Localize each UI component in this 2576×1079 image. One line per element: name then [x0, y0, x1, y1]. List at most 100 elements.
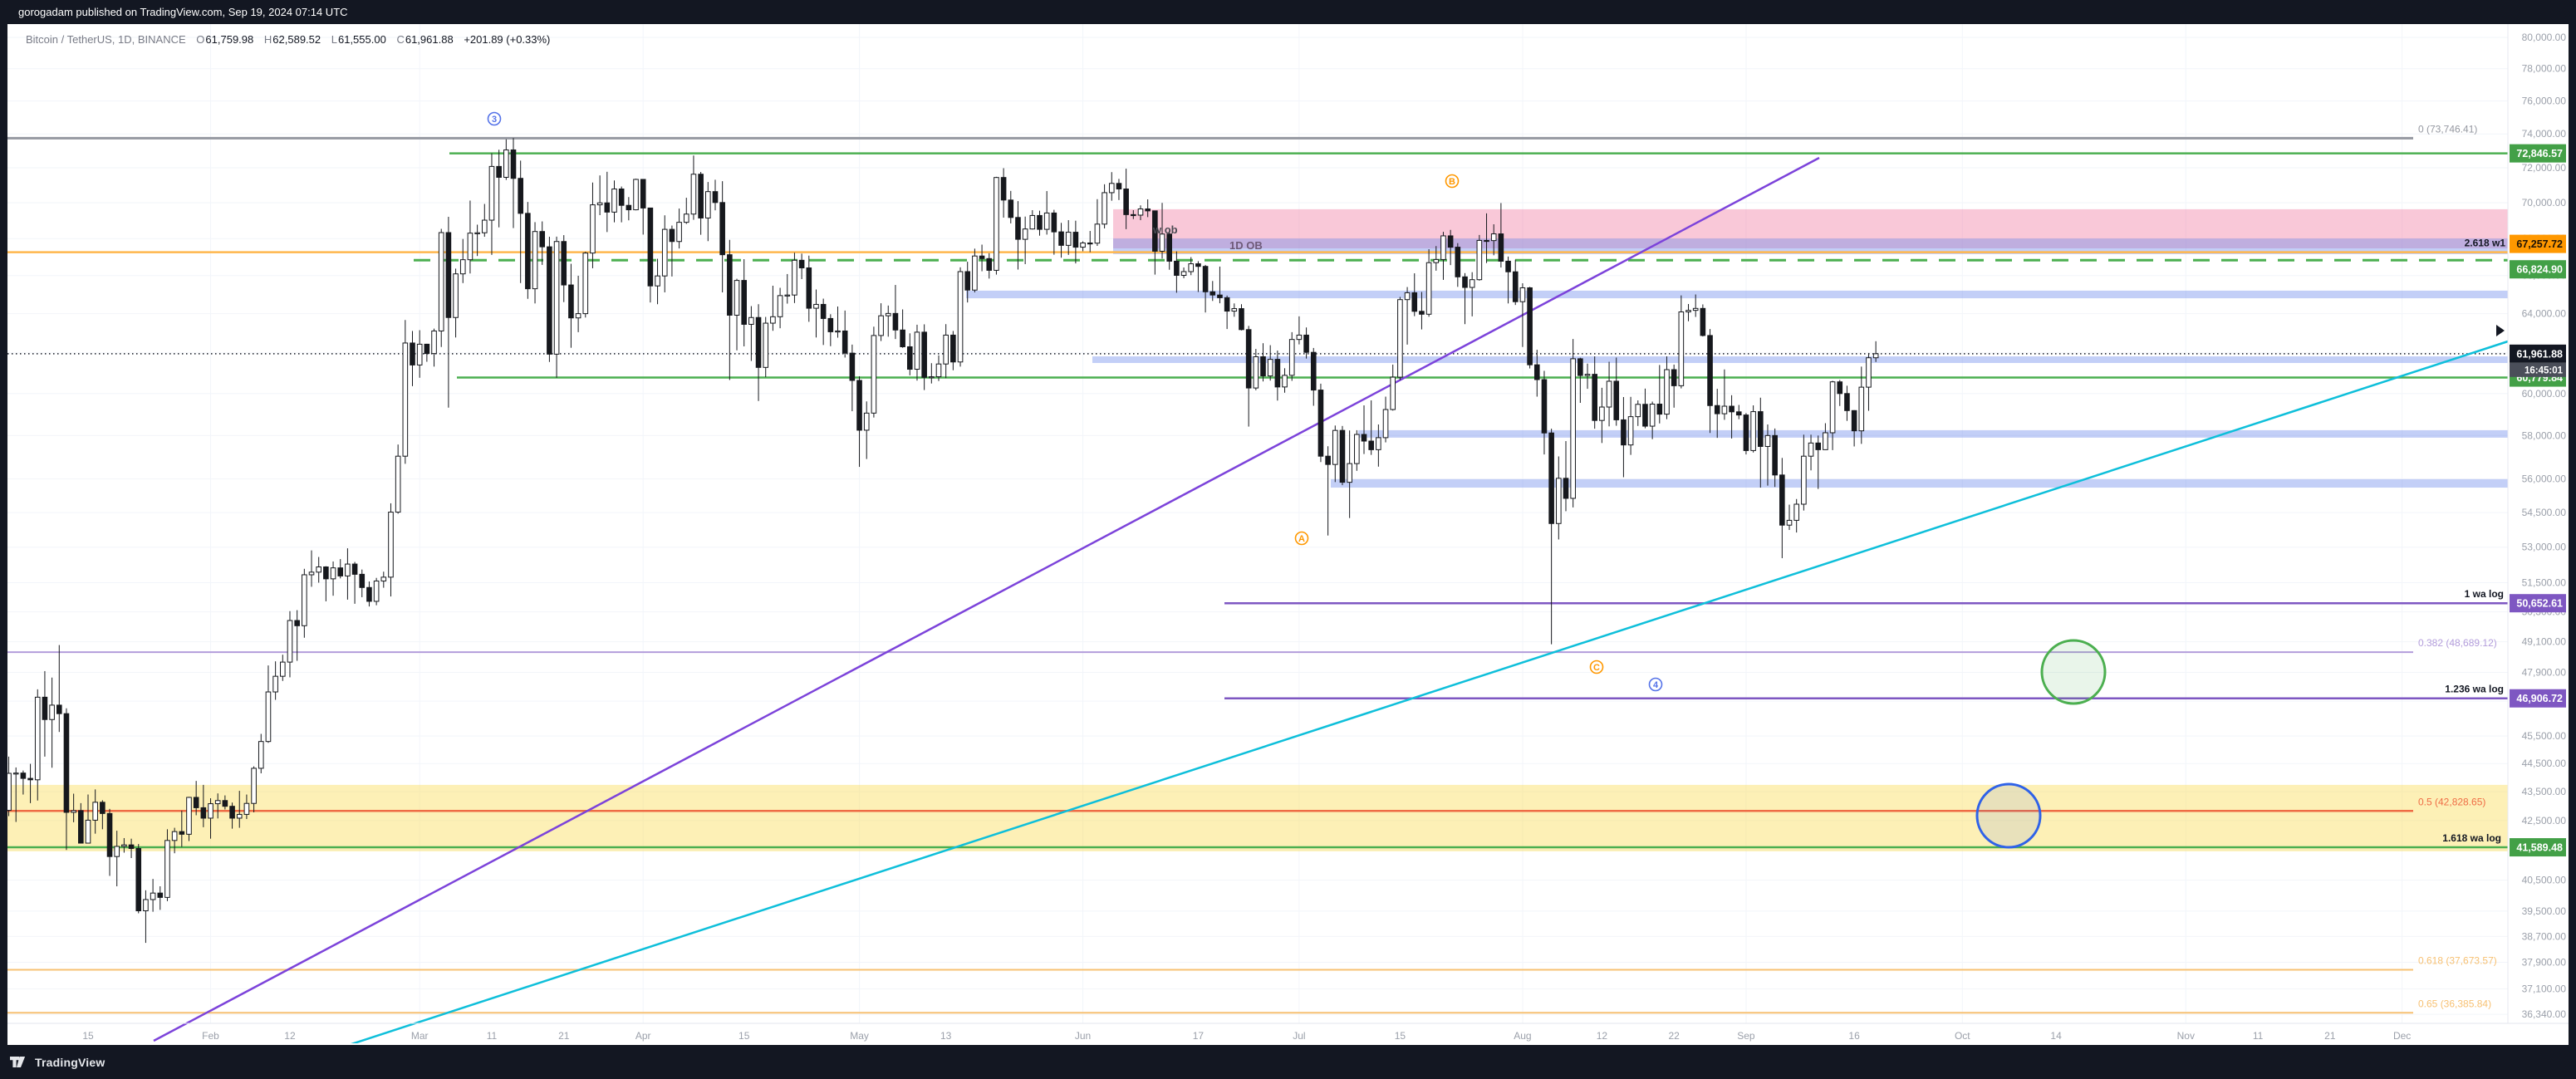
purple-bull-trendline[interactable] — [153, 156, 1820, 1042]
w1-2618-blue-zone — [1113, 238, 2508, 254]
yellow-accumulation-zone — [7, 784, 2508, 851]
svg-text:Apr: Apr — [635, 1030, 651, 1042]
svg-text:78,000.00: 78,000.00 — [2522, 63, 2567, 75]
close-value: 61,961.88 — [405, 33, 454, 46]
level-band-62k — [1092, 356, 2508, 363]
price-axis[interactable]: 80,000.00 78,000.00 76,000.00 74,000.00 72,0… — [2510, 32, 2566, 1020]
svg-text:58,000.00: 58,000.00 — [2522, 429, 2567, 441]
svg-text:41,589.48: 41,589.48 — [2516, 842, 2563, 854]
svg-text:51,500.00: 51,500.00 — [2522, 576, 2567, 588]
svg-text:Feb: Feb — [202, 1030, 219, 1042]
svg-text:46,906.72: 46,906.72 — [2516, 693, 2563, 704]
publish-text: gorogadam published on TradingView.com, … — [18, 6, 348, 18]
svg-text:C: C — [1593, 663, 1600, 673]
axis-price-label: 67,257.72 — [2510, 234, 2566, 253]
low-value: 61,555.00 — [337, 33, 386, 46]
symbol-title: Bitcoin / TetherUS, 1D, BINANCE — [26, 33, 186, 46]
axis-price-label: 72,846.57 — [2510, 144, 2566, 163]
green-target-circle[interactable] — [2040, 639, 2107, 705]
svg-text:45,500.00: 45,500.00 — [2522, 730, 2567, 742]
annotation-text: 1D OB — [1229, 239, 1263, 252]
open-key: O — [196, 33, 205, 46]
svg-text:16: 16 — [1848, 1030, 1860, 1042]
axis-price-label: 46,906.72 — [2510, 689, 2566, 708]
svg-text:12: 12 — [284, 1030, 296, 1042]
price-scale-arrow-icon — [2496, 325, 2505, 336]
svg-text:14: 14 — [2050, 1030, 2062, 1042]
level-band-65k — [966, 290, 2508, 299]
svg-text:1.618 wa log: 1.618 wa log — [2442, 832, 2501, 844]
annotation-text: w ob — [1152, 223, 1178, 236]
svg-text:50,652.61: 50,652.61 — [2516, 598, 2563, 610]
level-lines — [7, 136, 2508, 1014]
svg-text:70,000.00: 70,000.00 — [2522, 197, 2567, 208]
svg-text:11: 11 — [487, 1030, 498, 1042]
last-price-label: 61,961.88 16:45:01 — [2510, 344, 2566, 377]
cyan-support-trendline[interactable] — [349, 340, 2508, 1045]
svg-text:67,257.72: 67,257.72 — [2516, 238, 2563, 250]
candles — [7, 138, 1879, 944]
svg-text:11: 11 — [2253, 1030, 2264, 1042]
svg-text:37,900.00: 37,900.00 — [2522, 957, 2567, 969]
svg-text:42,500.00: 42,500.00 — [2522, 815, 2567, 826]
plot-area[interactable]: 3 B A C 4 w ob 1D OB 0 (73,746.41) 2.618 w1 1 wa … — [0, 111, 2508, 1046]
svg-text:15: 15 — [1395, 1030, 1406, 1042]
level-band-56k — [1331, 478, 2508, 488]
wave-marker-A[interactable]: A — [1294, 531, 1309, 546]
svg-text:4: 4 — [1653, 680, 1659, 690]
axis-price-label: 66,824.90 — [2510, 260, 2566, 279]
svg-text:May: May — [850, 1030, 869, 1042]
svg-text:38,700.00: 38,700.00 — [2522, 930, 2567, 942]
svg-text:12: 12 — [1597, 1030, 1608, 1042]
svg-text:17: 17 — [1193, 1030, 1205, 1042]
svg-text:21: 21 — [2324, 1030, 2336, 1042]
svg-text:56,000.00: 56,000.00 — [2522, 473, 2567, 485]
svg-text:0.5 (42,828.65): 0.5 (42,828.65) — [2418, 796, 2485, 807]
low-key: L — [331, 33, 337, 46]
svg-text:16:45:01: 16:45:01 — [2524, 365, 2564, 375]
svg-text:39,500.00: 39,500.00 — [2522, 905, 2567, 917]
svg-text:49,100.00: 49,100.00 — [2522, 636, 2567, 648]
blue-target-circle[interactable] — [1975, 782, 2042, 849]
svg-text:76,000.00: 76,000.00 — [2522, 95, 2567, 106]
footer-bar: TradingView — [0, 1045, 2576, 1079]
svg-text:72,846.57: 72,846.57 — [2516, 148, 2563, 159]
svg-text:61,961.88: 61,961.88 — [2516, 348, 2563, 360]
svg-text:43,500.00: 43,500.00 — [2522, 786, 2567, 797]
high-key: H — [263, 33, 272, 46]
svg-text:15: 15 — [738, 1030, 750, 1042]
svg-text:2.618 w1: 2.618 w1 — [2465, 238, 2506, 249]
svg-text:3: 3 — [492, 115, 497, 125]
symbol-legend: Bitcoin / TetherUS, 1D, BINANCE O61,759.… — [26, 33, 550, 46]
change-value: +201.89 (+0.33%) — [464, 33, 551, 46]
wave-marker-3[interactable]: 3 — [487, 111, 502, 126]
wave-marker-B[interactable]: B — [1445, 174, 1460, 189]
tradingview-brand-text[interactable]: TradingView — [35, 1055, 105, 1069]
svg-text:53,000.00: 53,000.00 — [2522, 542, 2567, 553]
svg-text:21: 21 — [558, 1030, 570, 1042]
svg-text:Nov: Nov — [2177, 1030, 2195, 1042]
svg-text:A: A — [1298, 534, 1305, 544]
svg-text:Mar: Mar — [411, 1030, 429, 1042]
wave-marker-4[interactable]: 4 — [1648, 677, 1663, 692]
svg-text:80,000.00: 80,000.00 — [2522, 32, 2567, 43]
svg-text:0.618 (37,673.57): 0.618 (37,673.57) — [2418, 954, 2497, 966]
svg-text:36,340.00: 36,340.00 — [2522, 1008, 2567, 1020]
open-value: 61,759.98 — [205, 33, 254, 46]
gridlines — [7, 24, 2508, 1023]
level-labels: 0 (73,746.41) 2.618 w1 1 wa log 0.382 (48,6… — [2418, 123, 2505, 1009]
svg-text:0.382 (48,689.12): 0.382 (48,689.12) — [2418, 637, 2497, 649]
level-band-58k — [1358, 429, 2508, 438]
publish-bar: gorogadam published on TradingView.com, … — [0, 0, 2576, 24]
svg-text:22: 22 — [1668, 1030, 1680, 1042]
time-axis[interactable]: 15 Feb 12 Mar 11 21 Apr 15 May 13 Jun 17 Jul 15 Aug 12 2… — [82, 1030, 2411, 1042]
svg-text:15: 15 — [82, 1030, 94, 1042]
axis-price-label: 50,652.61 — [2510, 594, 2566, 613]
svg-text:Oct: Oct — [1955, 1030, 1970, 1042]
svg-text:Dec: Dec — [2393, 1030, 2411, 1042]
svg-text:13: 13 — [940, 1030, 952, 1042]
wave-marker-C[interactable]: C — [1589, 660, 1604, 674]
svg-text:64,000.00: 64,000.00 — [2522, 308, 2567, 320]
svg-text:44,500.00: 44,500.00 — [2522, 758, 2567, 769]
